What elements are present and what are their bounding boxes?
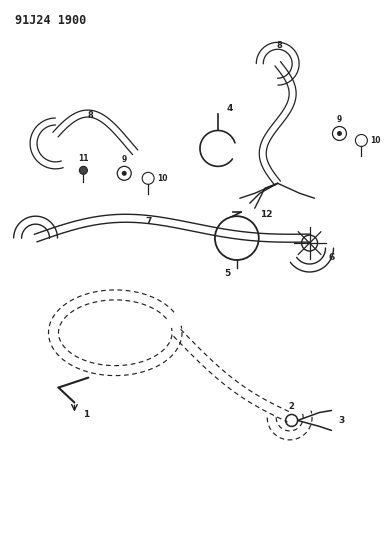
- Circle shape: [337, 131, 342, 136]
- Text: 10: 10: [157, 174, 167, 183]
- Text: 9: 9: [122, 155, 127, 164]
- Text: 2: 2: [289, 402, 295, 411]
- Text: 9: 9: [337, 115, 342, 124]
- Circle shape: [122, 171, 127, 176]
- Circle shape: [79, 166, 87, 174]
- Text: 3: 3: [338, 416, 344, 425]
- Text: 12: 12: [260, 209, 273, 219]
- Text: 4: 4: [227, 104, 233, 113]
- Text: 91J24 1900: 91J24 1900: [15, 14, 86, 27]
- Text: 8: 8: [277, 41, 283, 50]
- Text: 11: 11: [78, 154, 89, 163]
- Text: 10: 10: [370, 136, 380, 145]
- Text: 6: 6: [329, 253, 335, 262]
- Text: 8: 8: [87, 111, 93, 120]
- Text: 5: 5: [224, 270, 230, 278]
- Text: 1: 1: [83, 410, 89, 419]
- Text: 7: 7: [145, 216, 151, 225]
